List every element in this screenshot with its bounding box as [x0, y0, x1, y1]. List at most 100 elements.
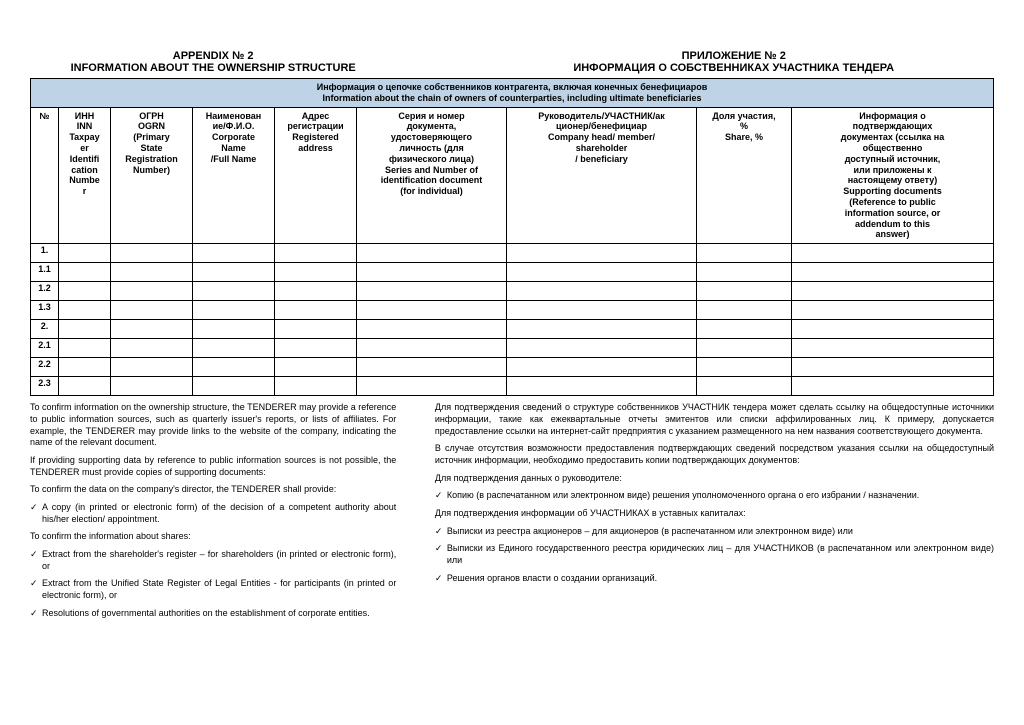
title-ru: ИНФОРМАЦИЯ О СОБСТВЕННИКАХ УЧАСТНИКА ТЕН… [473, 62, 994, 74]
note-r-b3: ✓Выписки из Единого государственного рее… [435, 543, 994, 566]
col-share: Доля участия,%Share, % [697, 107, 792, 244]
cell [507, 339, 697, 358]
title-en: INFORMATION ABOUT THE OWNERSHIP STRUCTUR… [30, 62, 396, 74]
col-name: Наименование/Ф.И.О.CorporateName/Full Na… [193, 107, 275, 244]
col-ogrn: ОГРНOGRN(PrimaryStateRegistrationNumber) [111, 107, 193, 244]
check-icon: ✓ [30, 549, 42, 572]
table-row: 1. [31, 244, 994, 263]
row-number: 1. [31, 244, 59, 263]
cell [275, 282, 357, 301]
col-support: Информация оподтверждающихдокументах (сс… [792, 107, 994, 244]
notes-section: To confirm information on the ownership … [30, 402, 994, 625]
note-r-b4: ✓Решения органов власти о создании орган… [435, 573, 994, 585]
cell [59, 263, 111, 282]
check-icon: ✓ [30, 608, 42, 620]
cell [792, 358, 994, 377]
note-l-p3: To confirm the data on the company's dir… [30, 484, 396, 496]
cell [111, 377, 193, 396]
cell [59, 244, 111, 263]
cell [507, 263, 697, 282]
note-r-p4: Для подтверждения информации об УЧАСТНИК… [435, 508, 994, 520]
table-row: 2. [31, 320, 994, 339]
note-l-b1: ✓A copy (in printed or electronic form) … [30, 502, 396, 525]
row-number: 1.3 [31, 301, 59, 320]
note-l-b2: ✓Extract from the shareholder's register… [30, 549, 396, 572]
note-l-p2: If providing supporting data by referenc… [30, 455, 396, 478]
cell [507, 377, 697, 396]
check-icon: ✓ [435, 543, 447, 566]
cell [275, 263, 357, 282]
row-number: 2. [31, 320, 59, 339]
cell [357, 339, 507, 358]
appendix-label-en: APPENDIX № 2 [30, 50, 396, 62]
appendix-label-ru: ПРИЛОЖЕНИЕ № 2 [473, 50, 994, 62]
row-number: 2.2 [31, 358, 59, 377]
cell [193, 320, 275, 339]
check-icon: ✓ [30, 502, 42, 525]
cell [357, 301, 507, 320]
cell [507, 244, 697, 263]
header-right: ПРИЛОЖЕНИЕ № 2 ИНФОРМАЦИЯ О СОБСТВЕННИКА… [473, 50, 994, 74]
cell [357, 377, 507, 396]
cell [275, 377, 357, 396]
col-num: № [31, 107, 59, 244]
cell [111, 282, 193, 301]
cell [697, 358, 792, 377]
cell [507, 282, 697, 301]
cell [193, 358, 275, 377]
cell [792, 282, 994, 301]
column-header-row: № ИННINNTaxpayerIdentificationNumber ОГР… [31, 107, 994, 244]
cell [111, 301, 193, 320]
cell [357, 320, 507, 339]
cell [507, 358, 697, 377]
cell [59, 377, 111, 396]
cell [507, 301, 697, 320]
note-l-b3: ✓Extract from the Unified State Register… [30, 578, 396, 601]
note-l-p4: To confirm the information about shares: [30, 531, 396, 543]
cell [193, 377, 275, 396]
cell [792, 263, 994, 282]
cell [697, 339, 792, 358]
cell [193, 282, 275, 301]
cell [697, 244, 792, 263]
info-banner: Информация о цепочке собственников контр… [31, 79, 994, 108]
note-r-b2: ✓Выписки из реестра акционеров – для акц… [435, 526, 994, 538]
header-left: APPENDIX № 2 INFORMATION ABOUT THE OWNER… [30, 50, 396, 74]
cell [792, 244, 994, 263]
cell [59, 320, 111, 339]
cell [111, 358, 193, 377]
ownership-table: Информация о цепочке собственников контр… [30, 78, 994, 396]
cell [193, 263, 275, 282]
cell [59, 301, 111, 320]
cell [111, 244, 193, 263]
cell [275, 320, 357, 339]
cell [792, 339, 994, 358]
check-icon: ✓ [435, 526, 447, 538]
cell [697, 301, 792, 320]
cell [357, 244, 507, 263]
notes-left: To confirm information on the ownership … [30, 402, 396, 625]
col-doc: Серия и номердокумента,удостоверяющеголи… [357, 107, 507, 244]
note-r-p1: Для подтверждения сведений о структуре с… [435, 402, 994, 437]
table-row: 1.1 [31, 263, 994, 282]
cell [357, 358, 507, 377]
banner-en: Information about the chain of owners of… [34, 93, 990, 104]
row-number: 1.2 [31, 282, 59, 301]
note-l-b4: ✓Resolutions of governmental authorities… [30, 608, 396, 620]
cell [697, 282, 792, 301]
cell [111, 263, 193, 282]
cell [357, 282, 507, 301]
page-header: APPENDIX № 2 INFORMATION ABOUT THE OWNER… [30, 50, 994, 74]
notes-right: Для подтверждения сведений о структуре с… [435, 402, 994, 625]
cell [357, 263, 507, 282]
cell [697, 377, 792, 396]
cell [275, 339, 357, 358]
row-number: 2.1 [31, 339, 59, 358]
cell [111, 320, 193, 339]
check-icon: ✓ [435, 573, 447, 585]
cell [275, 358, 357, 377]
cell [193, 301, 275, 320]
row-number: 1.1 [31, 263, 59, 282]
check-icon: ✓ [30, 578, 42, 601]
cell [507, 320, 697, 339]
